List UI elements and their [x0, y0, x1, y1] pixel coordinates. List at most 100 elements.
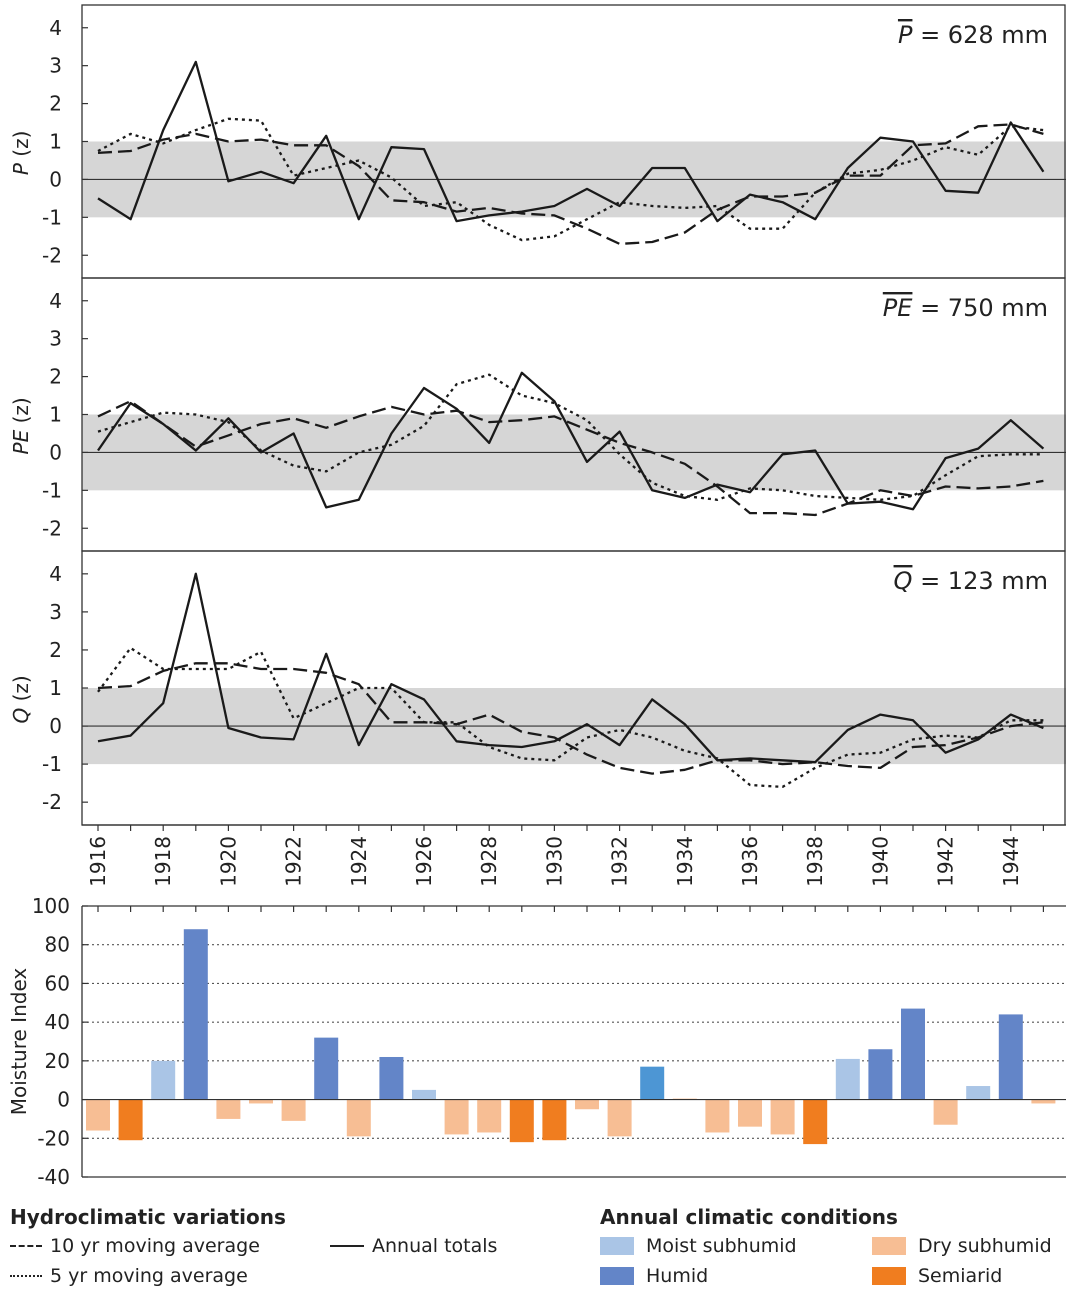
bar [118, 1099, 143, 1141]
x-tick-label: 1922 [282, 836, 306, 887]
bar [477, 1099, 502, 1133]
y-axis-label: PE (z) [9, 397, 33, 454]
legend-item-humid: Humid [600, 1265, 708, 1287]
series-line-solid [97, 60, 1045, 223]
y-tick-label: -1 [42, 205, 62, 229]
legend-label-5yr: 5 yr moving average [50, 1265, 248, 1287]
bar [151, 1060, 176, 1100]
y-tick-label: 3 [49, 327, 62, 351]
y-axis-label-variable: PE [9, 429, 33, 454]
y-axis-label: P (z) [9, 131, 33, 176]
bar [998, 1014, 1023, 1100]
moist-swatch-icon [600, 1237, 634, 1255]
mean-symbol: PE [883, 294, 913, 322]
legend-item-semiarid: Semiarid [872, 1265, 1002, 1287]
y-axis-label-unit: (z) [9, 675, 33, 707]
y-tick-label: -2 [42, 790, 62, 814]
y-tick-label: 0 [49, 167, 62, 191]
bar [738, 1099, 762, 1127]
bar [379, 1056, 404, 1100]
x-tick-label: 1924 [347, 836, 371, 887]
bar [705, 1099, 730, 1133]
y-tick-label: 3 [49, 600, 62, 624]
series-line-dotted [97, 373, 1044, 501]
y-tick-label: 40 [45, 1010, 70, 1034]
legend-title-hydroclimatic: Hydroclimatic variations [10, 1205, 286, 1229]
bar [640, 1066, 665, 1100]
x-tick-label: 1926 [412, 836, 436, 887]
y-axis-label: Q (z) [9, 675, 33, 723]
bar [509, 1099, 534, 1143]
y-tick-label: -1 [42, 478, 62, 502]
y-tick-label: -40 [37, 1165, 70, 1189]
legend-item-dry: Dry subhumid [872, 1235, 1052, 1257]
y-tick-label: -2 [42, 516, 62, 540]
y-axis-label-unit: (z) [9, 131, 33, 163]
legend-item-annual: Annual totals [330, 1235, 497, 1257]
solid-line-icon [330, 1245, 364, 1247]
bar [1031, 1099, 1056, 1104]
bar [249, 1099, 273, 1104]
y-tick-label: -20 [37, 1126, 70, 1150]
bar [901, 1008, 925, 1100]
x-tick-label: 1928 [477, 836, 501, 887]
bar [86, 1099, 110, 1131]
x-tick-label: 1930 [542, 836, 566, 887]
bar [542, 1099, 567, 1141]
humid-swatch-icon [600, 1267, 634, 1285]
y-tick-label: 1 [49, 676, 62, 700]
bar [444, 1099, 469, 1135]
bar [803, 1099, 828, 1145]
mean-annotation: P = 628 mm [898, 21, 1048, 49]
series-line-dashed [97, 662, 1044, 775]
bar [575, 1099, 599, 1110]
y-tick-label: 1 [49, 130, 62, 154]
legend-label-annual: Annual totals [372, 1235, 498, 1257]
legend-label-10yr: 10 yr moving average [50, 1235, 260, 1257]
y-axis-label: Moisture Index [7, 968, 31, 1116]
x-tick-label: 1916 [86, 836, 110, 887]
y-tick-label: 2 [49, 638, 62, 662]
y-tick-label: 3 [49, 54, 62, 78]
bar [770, 1099, 795, 1135]
series-line-dashed [97, 123, 1044, 246]
legend-item-10yr: 10 yr moving average [10, 1235, 260, 1257]
y-tick-label: -2 [42, 243, 62, 267]
x-tick-label: 1944 [999, 836, 1023, 887]
x-tick-label: 1942 [934, 836, 958, 887]
mean-annotation: PE = 750 mm [883, 294, 1048, 322]
y-tick-label: 4 [49, 16, 62, 40]
y-tick-label: 0 [49, 440, 62, 464]
bar [183, 929, 208, 1100]
semiarid-swatch-icon [872, 1267, 906, 1285]
bar [346, 1099, 371, 1137]
legend-item-5yr: 5 yr moving average [10, 1265, 248, 1287]
x-tick-label: 1936 [738, 836, 762, 887]
bar [607, 1099, 632, 1137]
bar [412, 1089, 436, 1100]
bar [835, 1058, 860, 1100]
y-tick-label: 4 [49, 289, 62, 313]
series-line-dotted [97, 646, 1044, 789]
mean-annotation: Q = 123 mm [894, 567, 1048, 595]
x-tick-label: 1920 [216, 836, 240, 887]
legend-title-annual-conditions: Annual climatic conditions [600, 1205, 898, 1229]
x-tick-label: 1932 [608, 836, 632, 887]
mean-value: = 628 mm [912, 21, 1048, 49]
bar [216, 1099, 241, 1119]
mean-symbol: Q [894, 567, 913, 595]
legend-label-dry: Dry subhumid [918, 1235, 1052, 1257]
bar [933, 1099, 958, 1125]
y-tick-label: 1 [49, 403, 62, 427]
y-tick-label: 0 [49, 714, 62, 738]
dotted-line-icon [10, 1275, 42, 1277]
bar [868, 1049, 893, 1100]
x-tick-label: 1938 [803, 836, 827, 887]
y-axis-label-unit: (z) [9, 397, 33, 429]
mean-value: = 123 mm [912, 567, 1048, 595]
bar [281, 1099, 306, 1121]
